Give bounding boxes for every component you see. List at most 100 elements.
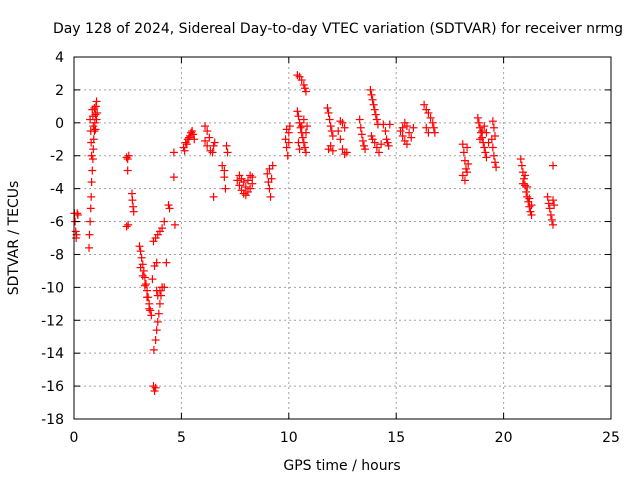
data-point bbox=[377, 140, 386, 149]
data-point bbox=[381, 127, 390, 136]
y-tick-label: -2 bbox=[50, 149, 64, 165]
data-point bbox=[158, 283, 167, 292]
data-point bbox=[140, 281, 149, 290]
data-point bbox=[491, 158, 500, 167]
data-point bbox=[91, 125, 100, 134]
data-point bbox=[282, 125, 291, 134]
data-point bbox=[136, 247, 145, 256]
data-point bbox=[546, 210, 555, 219]
data-point bbox=[480, 122, 489, 131]
data-point bbox=[188, 127, 197, 136]
data-point bbox=[372, 143, 381, 152]
data-point bbox=[527, 201, 536, 210]
data-point bbox=[340, 123, 349, 132]
data-point bbox=[151, 383, 160, 392]
data-point bbox=[284, 138, 293, 147]
data-point bbox=[201, 122, 210, 131]
y-tick-label: 4 bbox=[55, 50, 64, 66]
data-point bbox=[155, 299, 164, 308]
data-point bbox=[153, 317, 162, 326]
data-point bbox=[458, 140, 467, 149]
data-point bbox=[89, 145, 98, 154]
data-point bbox=[383, 138, 392, 147]
data-point bbox=[338, 118, 347, 127]
data-point bbox=[296, 123, 305, 132]
data-point bbox=[464, 159, 473, 168]
data-point bbox=[203, 127, 212, 136]
data-point bbox=[248, 173, 257, 182]
x-tick-label: 25 bbox=[602, 430, 620, 446]
data-point bbox=[338, 145, 347, 154]
data-point bbox=[205, 133, 214, 142]
y-tick-label: -8 bbox=[50, 247, 64, 263]
y-tick-label: -4 bbox=[50, 182, 64, 198]
data-point bbox=[165, 204, 174, 213]
data-point bbox=[88, 166, 97, 175]
data-point bbox=[150, 387, 159, 396]
data-point bbox=[122, 222, 131, 231]
x-tick-label: 20 bbox=[495, 430, 513, 446]
data-point bbox=[549, 161, 558, 170]
data-point bbox=[220, 173, 229, 182]
data-point bbox=[209, 192, 218, 201]
data-point bbox=[154, 309, 163, 318]
data-point bbox=[73, 209, 82, 218]
data-point bbox=[517, 161, 526, 170]
data-point bbox=[458, 171, 467, 180]
data-point bbox=[407, 133, 416, 142]
data-point bbox=[182, 140, 191, 149]
data-point bbox=[152, 326, 161, 335]
data-point bbox=[222, 141, 231, 150]
data-point bbox=[235, 181, 244, 190]
data-point bbox=[547, 215, 556, 224]
data-point bbox=[300, 143, 309, 152]
data-point bbox=[489, 151, 498, 160]
y-axis-label: SDTVAR / TECUs bbox=[6, 181, 22, 296]
data-point bbox=[424, 128, 433, 137]
data-point bbox=[384, 141, 393, 150]
data-point bbox=[522, 187, 531, 196]
data-point bbox=[357, 130, 366, 139]
x-tick-label: 10 bbox=[280, 430, 298, 446]
data-point bbox=[210, 138, 219, 147]
data-point bbox=[243, 176, 252, 185]
data-point bbox=[369, 100, 378, 109]
data-point bbox=[147, 311, 156, 320]
data-point bbox=[545, 204, 554, 213]
data-point bbox=[151, 336, 160, 345]
data-point bbox=[128, 196, 137, 205]
data-point bbox=[87, 151, 96, 160]
axis-ticks: 0 5 10 15 20 25 -18 -16 -14 -12 -10 -8 -6 -4 -2 0 2 4 bbox=[41, 50, 620, 446]
data-point bbox=[87, 178, 96, 187]
data-point bbox=[405, 128, 414, 137]
y-tick-label: 0 bbox=[55, 116, 64, 132]
x-axis-label: GPS time / hours bbox=[283, 458, 400, 474]
data-point bbox=[266, 192, 275, 201]
data-point bbox=[323, 104, 332, 113]
data-point bbox=[297, 76, 306, 85]
data-point bbox=[169, 148, 178, 157]
data-point bbox=[398, 131, 407, 140]
data-point bbox=[459, 148, 468, 157]
data-point bbox=[170, 220, 179, 229]
data-point bbox=[239, 178, 248, 187]
data-point bbox=[92, 97, 101, 106]
data-point bbox=[156, 291, 165, 300]
data-point bbox=[358, 136, 367, 145]
data-point bbox=[189, 130, 198, 139]
data-point bbox=[283, 151, 292, 160]
data-point bbox=[478, 127, 487, 136]
data-point bbox=[146, 306, 155, 315]
data-point bbox=[488, 117, 497, 126]
data-point bbox=[298, 133, 307, 142]
data-point bbox=[487, 135, 496, 144]
data-point bbox=[265, 184, 274, 193]
chart-title: Day 128 of 2024, Sidereal Day-to-day VTE… bbox=[53, 21, 623, 37]
data-point bbox=[246, 184, 255, 193]
data-point bbox=[334, 127, 343, 136]
data-point bbox=[87, 192, 96, 201]
data-point bbox=[88, 155, 97, 164]
data-point bbox=[303, 122, 312, 131]
data-point bbox=[124, 220, 133, 229]
data-point bbox=[294, 112, 303, 121]
